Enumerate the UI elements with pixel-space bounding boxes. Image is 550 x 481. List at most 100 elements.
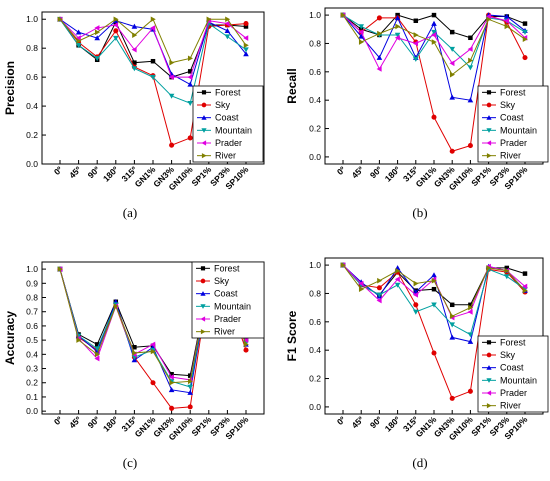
marker-circle xyxy=(187,404,193,410)
y-tick-label: 0.0 xyxy=(26,406,38,416)
legend-entry: Coast xyxy=(500,363,524,373)
chart-panel-1: 0.00.20.40.60.81.00º 45º 90º 180º 315ºGN1%GN… xyxy=(3,11,265,220)
marker-triangle-right xyxy=(206,16,212,23)
y-tick-label: 0.0 xyxy=(309,152,321,162)
legend-entry: Sky xyxy=(500,100,516,110)
y-tick-label: 0.0 xyxy=(309,402,321,412)
marker-triangle-down xyxy=(201,128,207,133)
marker-square xyxy=(504,265,510,271)
marker-triangle-down xyxy=(94,56,100,62)
marker-triangle-right xyxy=(200,329,206,335)
y-axis-label: Precision xyxy=(3,61,17,115)
legend-box xyxy=(477,85,549,163)
x-tick-label: 45º xyxy=(67,164,83,180)
marker-triangle-left xyxy=(168,74,174,80)
x-tick-label: 45º xyxy=(67,414,83,430)
legend-entry: Mountain xyxy=(500,375,537,385)
marker-triangle-right xyxy=(132,350,138,356)
marker-square xyxy=(187,373,193,378)
marker-triangle-up xyxy=(94,35,100,41)
marker-triangle-right xyxy=(449,313,455,319)
marker-triangle-up xyxy=(504,13,510,19)
marker-triangle-left xyxy=(413,292,419,298)
y-tick-label: 1.0 xyxy=(26,264,38,274)
x-tick-label: 0º xyxy=(335,164,348,177)
marker-triangle-right xyxy=(522,36,528,42)
y-tick-label: 0.6 xyxy=(309,317,321,327)
marker-triangle-right xyxy=(225,16,231,23)
marker-triangle-left xyxy=(431,32,437,38)
marker-circle xyxy=(150,380,156,386)
marker-circle xyxy=(449,148,455,154)
marker-triangle-left xyxy=(376,66,382,72)
marker-square xyxy=(449,302,455,308)
x-tick-label: 0º xyxy=(52,414,65,427)
legend: Forest Sky Coast Mountain Prader River xyxy=(477,335,549,413)
legend-entry: Forest xyxy=(215,87,241,97)
x-tick-label: 180º xyxy=(101,414,120,433)
y-tick-label: 0.2 xyxy=(309,374,321,384)
y-tick-label: 0.2 xyxy=(26,130,38,140)
series-river xyxy=(340,12,528,78)
marker-triangle-right xyxy=(113,16,119,23)
marker-triangle-up xyxy=(200,291,206,296)
marker-triangle-down xyxy=(150,74,156,80)
marker-triangle-right xyxy=(187,378,193,385)
marker-triangle-down xyxy=(187,100,193,106)
marker-triangle-left xyxy=(485,13,491,20)
marker-triangle-down xyxy=(394,282,401,288)
y-tick-label: 0.8 xyxy=(309,38,321,48)
y-tick-label: 1.0 xyxy=(309,260,321,270)
marker-triangle-left xyxy=(75,35,81,41)
marker-square xyxy=(94,342,100,347)
legend-entry: Forest xyxy=(500,337,526,347)
marker-square xyxy=(449,29,455,35)
marker-square xyxy=(243,24,249,29)
series-coast xyxy=(340,12,528,103)
marker-triangle-right xyxy=(504,267,510,274)
marker-circle xyxy=(486,102,492,108)
marker-triangle-down xyxy=(467,332,474,338)
marker-triangle-up xyxy=(449,334,455,340)
marker-triangle-right xyxy=(431,39,437,45)
marker-triangle-right xyxy=(132,32,138,38)
marker-triangle-up xyxy=(131,23,138,29)
marker-triangle-right xyxy=(94,29,100,36)
series-river xyxy=(340,262,528,319)
chart-panel-3: 0.0 0.1 0.2 0.3 0.4 0.5 0.6 0.7 0.8 0.9 1.0 0º 45º 90… xyxy=(3,261,265,470)
marker-triangle-right xyxy=(340,262,346,268)
marker-triangle-right xyxy=(358,39,364,45)
marker-square xyxy=(395,12,400,18)
marker-triangle-up xyxy=(224,28,231,34)
marker-triangle-up xyxy=(431,20,437,26)
marker-triangle-left xyxy=(449,60,455,67)
y-tick-label: 0.9 xyxy=(26,278,38,288)
marker-triangle-left xyxy=(150,341,156,348)
legend-box xyxy=(191,261,265,339)
x-tick-label: 180º xyxy=(383,414,402,433)
marker-triangle-right xyxy=(522,287,528,294)
marker-triangle-left xyxy=(467,309,473,315)
legend: Forest Sky Coast Mountain Prader River xyxy=(192,85,264,163)
legend-entry: River xyxy=(500,401,521,411)
legend-entry: Sky xyxy=(214,276,230,286)
marker-circle xyxy=(522,55,528,61)
marker-triangle-right xyxy=(486,265,492,271)
y-tick-label: 0.4 xyxy=(26,349,38,359)
legend-entry: Prader xyxy=(500,138,527,148)
marker-triangle-left xyxy=(486,390,492,396)
marker-triangle-down xyxy=(358,24,364,30)
marker-triangle-up xyxy=(376,54,383,60)
marker-triangle-right xyxy=(201,153,207,159)
legend-entry: Coast xyxy=(500,113,524,123)
marker-square xyxy=(486,340,492,345)
marker-triangle-down xyxy=(413,309,419,315)
marker-square xyxy=(413,18,419,24)
marker-triangle-down xyxy=(449,46,455,52)
marker-triangle-left xyxy=(376,297,382,304)
y-tick-label: 0.8 xyxy=(26,293,38,303)
marker-triangle-down xyxy=(75,43,82,49)
x-tick-label: 180º xyxy=(383,164,402,183)
marker-circle xyxy=(431,350,437,356)
